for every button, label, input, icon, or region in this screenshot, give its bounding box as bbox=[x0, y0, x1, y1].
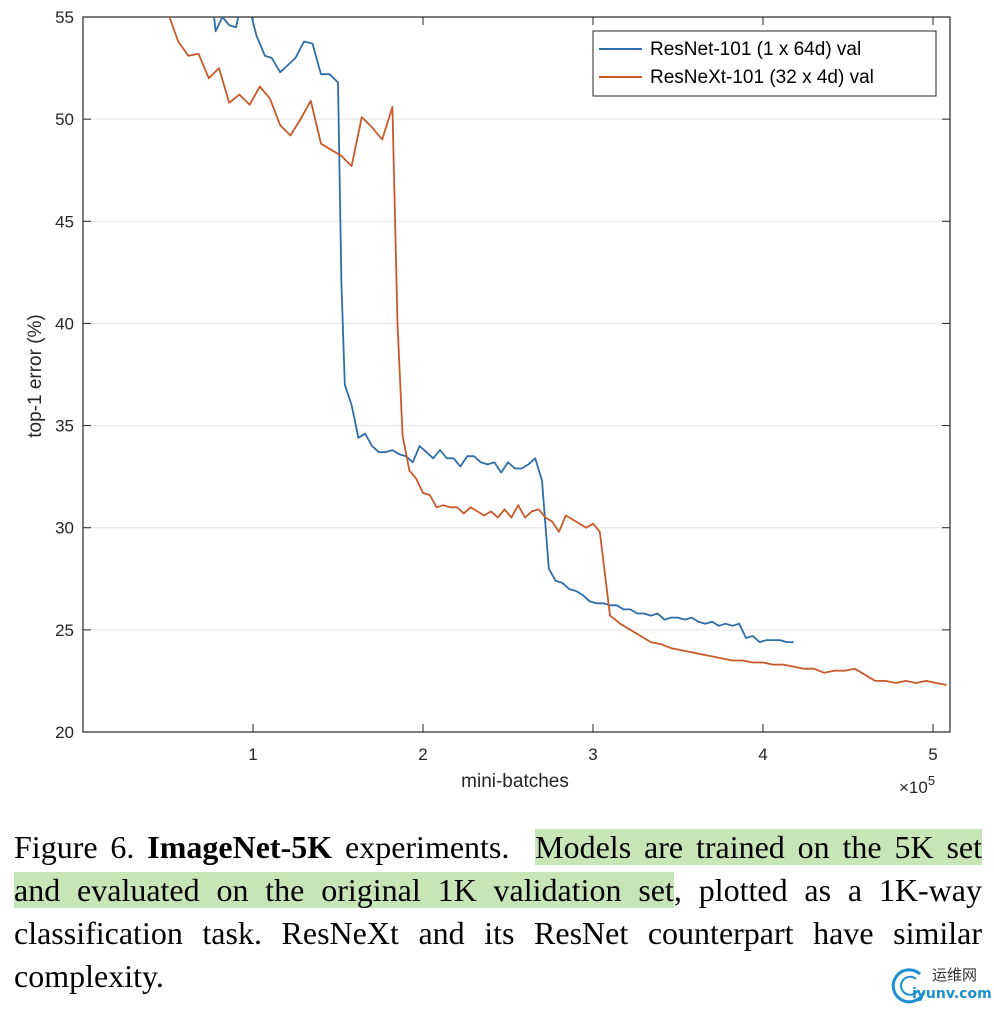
x-tick-label-4: 4 bbox=[758, 745, 767, 764]
grid-lines bbox=[83, 16, 950, 733]
figure-caption: Figure 6. ImageNet-5K experiments. Model… bbox=[14, 826, 983, 998]
watermark-text-bottom: iyunv.com bbox=[912, 986, 992, 1002]
x-tick-label-1: 1 bbox=[248, 745, 257, 764]
y-axis-ticks: 20 25 30 35 40 45 50 55 bbox=[55, 8, 950, 742]
x-axis-ticks: 1 2 3 4 5 bbox=[248, 17, 938, 764]
legend-label-resnext: ResNeXt-101 (32 x 4d) val bbox=[650, 67, 874, 88]
y-tick-label-35: 35 bbox=[55, 417, 74, 436]
y-tick-label-30: 30 bbox=[55, 519, 74, 538]
plot-area-frame bbox=[82, 16, 951, 733]
legend-label-resnet: ResNet-101 (1 x 64d) val bbox=[650, 39, 861, 60]
y-axis-label: top-1 error (%) bbox=[25, 314, 46, 438]
y-tick-label-20: 20 bbox=[55, 723, 74, 742]
caption-title-rest: experiments. bbox=[332, 829, 510, 865]
series-line-resnext bbox=[168, 17, 947, 686]
caption-title-bold: ImageNet-5K bbox=[147, 829, 333, 865]
series-line-resnet bbox=[213, 17, 794, 643]
legend-box bbox=[592, 30, 937, 97]
watermark-text-top: 运维网 bbox=[932, 966, 978, 984]
x-axis-label: mini-batches bbox=[461, 771, 569, 792]
y-tick-label-25: 25 bbox=[55, 621, 74, 640]
y-tick-label-45: 45 bbox=[55, 212, 74, 231]
watermark: 运维网 iyunv.com bbox=[890, 962, 992, 1008]
y-tick-label-50: 50 bbox=[55, 110, 74, 129]
y-tick-label-40: 40 bbox=[55, 314, 74, 333]
x-tick-label-2: 2 bbox=[418, 745, 427, 764]
series-lines bbox=[168, 17, 947, 686]
x-tick-label-5: 5 bbox=[928, 745, 937, 764]
caption-rest: , plotted as a 1K-way classification tas… bbox=[14, 872, 983, 994]
x-tick-label-3: 3 bbox=[588, 745, 597, 764]
watermark-logo-icon bbox=[891, 968, 926, 1004]
legend: ResNet-101 (1 x 64d) val ResNeXt-101 (32… bbox=[592, 30, 937, 97]
y-tick-label-55: 55 bbox=[55, 8, 74, 27]
caption-figure-label: Figure 6. bbox=[14, 829, 135, 865]
x-axis-exponent: ×105 bbox=[899, 773, 935, 797]
